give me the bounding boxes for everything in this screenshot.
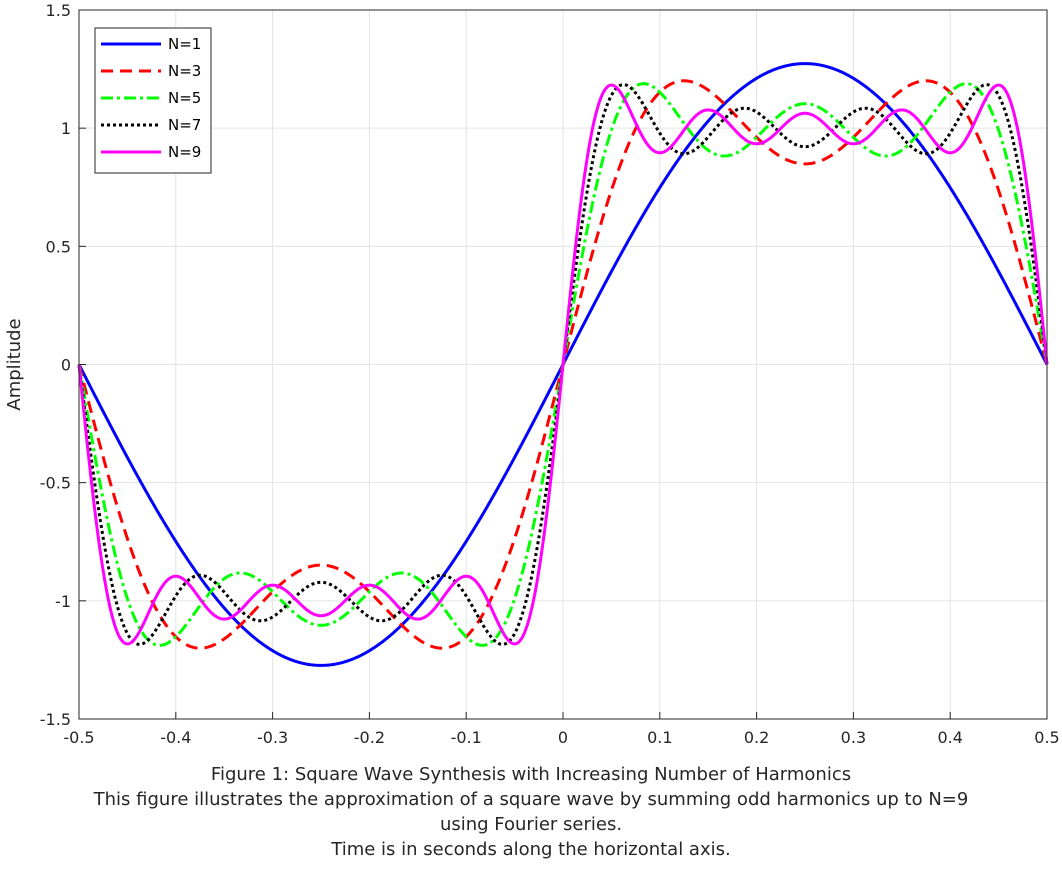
legend-label: N=1 — [168, 35, 201, 53]
y-tick-label: 0.5 — [46, 237, 71, 256]
fourier-chart: -0.5 -0.4 -0.3 -0.2 -0.1 0 0.1 0.2 0.3 0.4 0.5 1.5 1… — [4, 1, 1060, 747]
series-line-n9 — [77, 83, 1049, 646]
legend: N=1 N=3 N=5 N=7 N=9 — [94, 27, 212, 174]
y-tick-label: -1 — [55, 592, 71, 611]
legend-label: N=9 — [168, 143, 201, 161]
x-tick-label: -0.1 — [451, 728, 482, 747]
figure-caption: Figure 1: Square Wave Synthesis with Inc… — [0, 762, 1062, 862]
x-tick-label: -0.3 — [257, 728, 288, 747]
y-axis-label: Amplitude — [4, 318, 25, 410]
legend-box — [94, 27, 212, 174]
x-tick-label: -0.2 — [354, 728, 385, 747]
y-tick-label: 1.5 — [46, 1, 71, 20]
caption-line-2: This figure illustrates the approximatio… — [93, 789, 969, 810]
x-tick-label: 0.2 — [744, 728, 769, 747]
x-tick-label: 0.1 — [647, 728, 672, 747]
x-tick-label: 0 — [558, 728, 568, 747]
series-layer — [77, 62, 1049, 667]
caption-line-3: using Fourier series. — [439, 814, 623, 835]
caption-line-4: Time is in seconds along the horizontal … — [331, 839, 731, 860]
x-tick-label: -0.5 — [63, 728, 94, 747]
x-tick-label: 0.5 — [1034, 728, 1059, 747]
y-tick-label: -1.5 — [40, 710, 71, 729]
caption-line-1: Figure 1: Square Wave Synthesis with Inc… — [210, 764, 852, 785]
x-tick-label: 0.3 — [841, 728, 866, 747]
legend-label: N=5 — [168, 89, 201, 107]
y-tick-label: -0.5 — [40, 474, 71, 493]
x-tick-label: -0.4 — [160, 728, 191, 747]
y-tick-label: 0 — [61, 356, 71, 375]
tick-labels: -0.5 -0.4 -0.3 -0.2 -0.1 0 0.1 0.2 0.3 0.4 0.5 1.5 1… — [40, 1, 1060, 747]
legend-label: N=7 — [168, 116, 201, 134]
legend-label: N=3 — [168, 62, 201, 80]
x-tick-label: 0.4 — [937, 728, 962, 747]
y-tick-label: 1 — [61, 119, 71, 138]
